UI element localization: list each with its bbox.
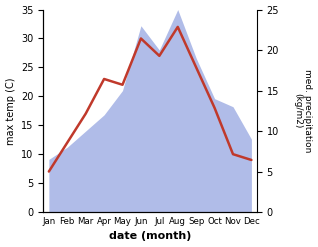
Y-axis label: med. precipitation
(kg/m2): med. precipitation (kg/m2) — [293, 69, 313, 152]
Y-axis label: max temp (C): max temp (C) — [5, 77, 16, 144]
X-axis label: date (month): date (month) — [109, 231, 191, 242]
